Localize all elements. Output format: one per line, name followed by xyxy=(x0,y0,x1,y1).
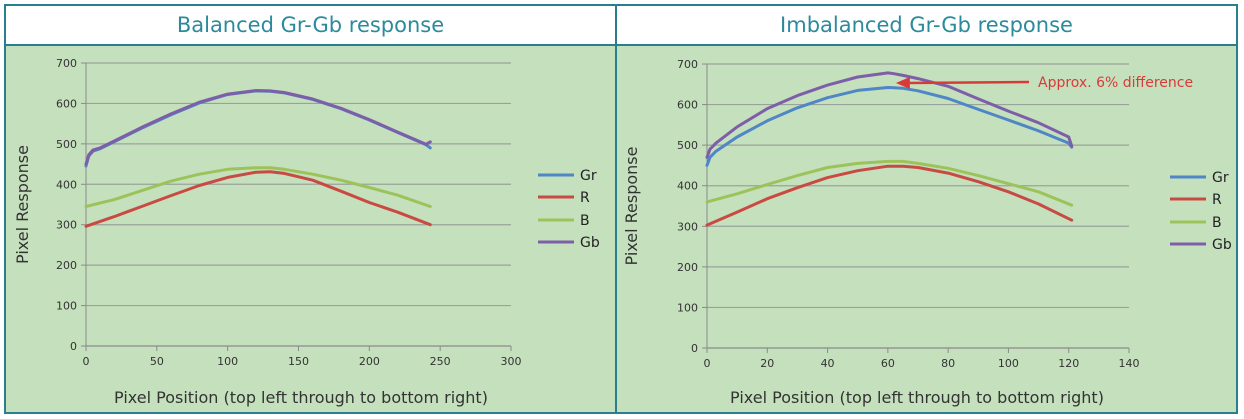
chart-imbalanced: 0 100 200 300 400 500 600 700 0 20 40 60 80 100 120 140… xyxy=(622,58,1232,407)
title-rule-imbalanced xyxy=(617,44,1236,46)
panel-divider xyxy=(615,4,617,414)
figure-frame xyxy=(4,4,1238,414)
imbalanced-xtick-label-60: 60 xyxy=(881,357,895,370)
balanced-xtick-label-300: 300 xyxy=(501,355,522,368)
chart-title-imbalanced: Imbalanced Gr-Gb response xyxy=(780,13,1073,37)
balanced-series-r-line xyxy=(84,170,432,228)
balanced-y-axis-label: Pixel Response xyxy=(13,145,32,264)
imbalanced-xtick-label-120: 120 xyxy=(1058,357,1079,370)
imbalanced-annotation-arrow-shaft xyxy=(905,80,1030,85)
imbalanced-legend-label-gb: Gb xyxy=(1212,237,1232,253)
balanced-series-gb-line xyxy=(84,89,432,166)
imbalanced-legend-label-gr: Gr xyxy=(1212,170,1229,186)
plot-background-balanced xyxy=(6,46,615,412)
balanced-xtick-label-250: 250 xyxy=(430,355,451,368)
imbalanced-annotation-arrow-head xyxy=(895,77,910,89)
imbalanced-ytick-label-100: 100 xyxy=(677,301,698,314)
imbalanced-series-r-line xyxy=(705,164,1074,227)
balanced-legend-label-gr: Gr xyxy=(580,168,597,184)
balanced-ytick-label-400: 400 xyxy=(56,178,77,191)
balanced-ytick-label-500: 500 xyxy=(56,138,77,151)
balanced-ytick-label-200: 200 xyxy=(56,259,77,272)
imbalanced-legend-label-b: B xyxy=(1212,215,1222,231)
chart-balanced: 0 100 200 300 400 500 600 700 0 50 100 150 200 250 300… xyxy=(13,57,600,407)
balanced-xtick-label-200: 200 xyxy=(359,355,380,368)
imbalanced-xtick-label-20: 20 xyxy=(760,357,774,370)
imbalanced-ytick-label-700: 700 xyxy=(677,58,698,71)
imbalanced-series-b-line xyxy=(705,159,1074,207)
imbalanced-ytick-label-200: 200 xyxy=(677,261,698,274)
imbalanced-ytick-label-500: 500 xyxy=(677,139,698,152)
imbalanced-series-gb-line xyxy=(705,71,1074,159)
balanced-legend-label-b: B xyxy=(580,213,590,229)
imbalanced-xtick-label-80: 80 xyxy=(941,357,955,370)
imbalanced-ytick-label-600: 600 xyxy=(677,99,698,112)
balanced-xtick-label-0: 0 xyxy=(83,355,90,368)
chart-title-balanced: Balanced Gr-Gb response xyxy=(176,13,445,37)
imbalanced-x-axis-label: Pixel Position (top left through to bott… xyxy=(730,388,1104,407)
imbalanced-annotation-text: Approx. 6% difference xyxy=(1038,75,1193,91)
imbalanced-xtick-label-100: 100 xyxy=(998,357,1019,370)
imbalanced-xtick-label-0: 0 xyxy=(704,357,711,370)
imbalanced-ytick-label-0: 0 xyxy=(691,342,698,355)
balanced-ytick-label-300: 300 xyxy=(56,219,77,232)
imbalanced-y-axis-label: Pixel Response xyxy=(622,147,641,266)
balanced-legend-label-r: R xyxy=(580,190,590,206)
balanced-ytick-label-600: 600 xyxy=(56,97,77,110)
imbalanced-legend-label-r: R xyxy=(1212,192,1222,208)
balanced-ytick-label-0: 0 xyxy=(70,340,77,353)
balanced-legend-label-gb: Gb xyxy=(580,235,600,251)
balanced-ytick-label-700: 700 xyxy=(56,57,77,70)
imbalanced-ytick-label-300: 300 xyxy=(677,220,698,233)
title-rule-balanced xyxy=(6,44,615,46)
balanced-x-axis-label: Pixel Position (top left through to bott… xyxy=(114,388,488,407)
imbalanced-series-gr-line xyxy=(705,86,1074,167)
imbalanced-xtick-label-140: 140 xyxy=(1119,357,1140,370)
balanced-series-b-line xyxy=(84,166,432,208)
balanced-xtick-label-100: 100 xyxy=(217,355,238,368)
balanced-ytick-label-100: 100 xyxy=(56,300,77,313)
balanced-xtick-label-50: 50 xyxy=(150,355,164,368)
plot-background-imbalanced xyxy=(617,46,1236,412)
imbalanced-xtick-label-40: 40 xyxy=(821,357,835,370)
imbalanced-ytick-label-400: 400 xyxy=(677,180,698,193)
balanced-xtick-label-150: 150 xyxy=(288,355,309,368)
